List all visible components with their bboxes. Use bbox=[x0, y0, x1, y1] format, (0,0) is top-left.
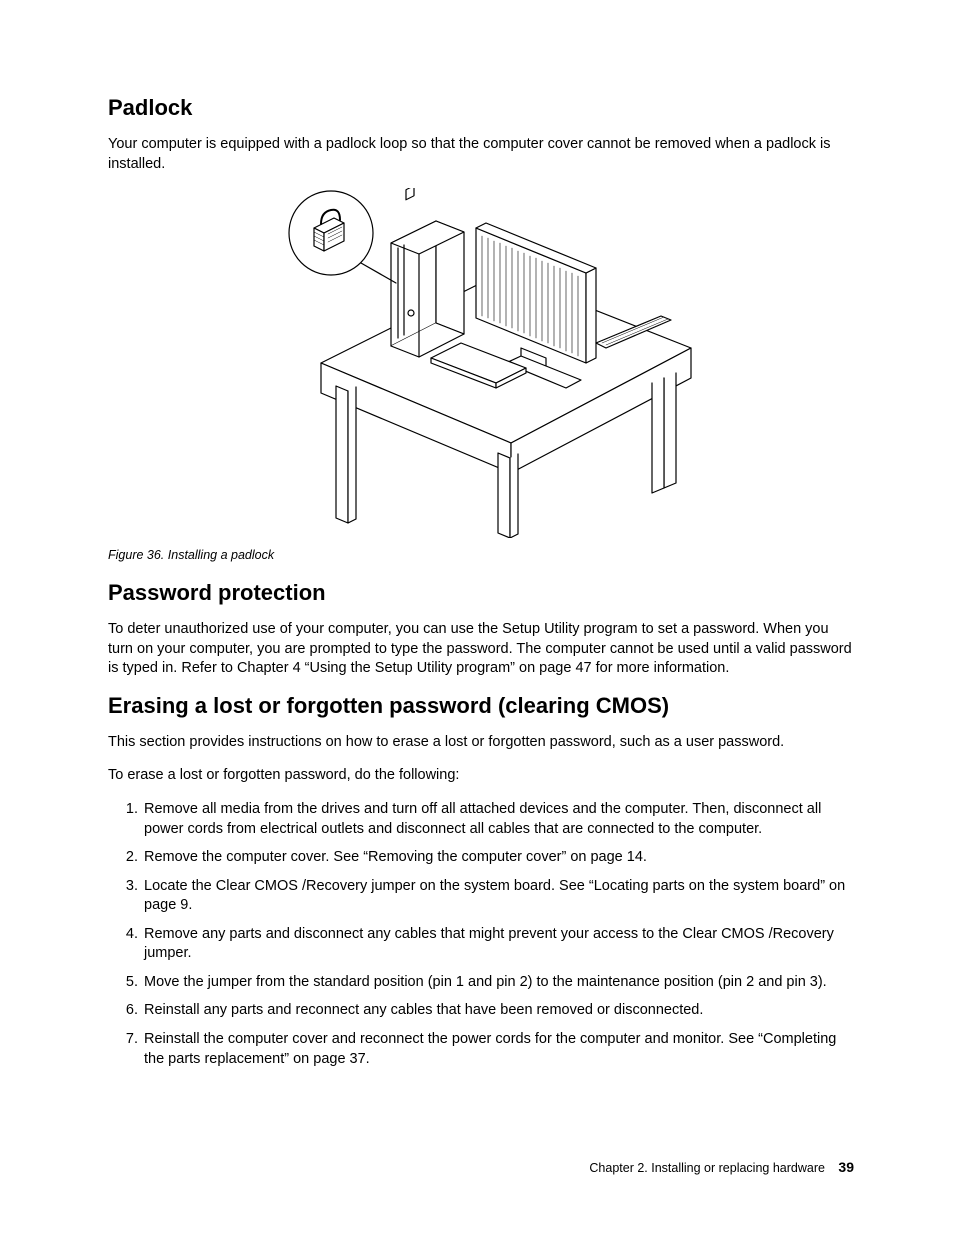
footer-page-number: 39 bbox=[838, 1159, 854, 1175]
section-title-password-protection: Password protection bbox=[108, 580, 854, 606]
steps-list: Remove all media from the drives and tur… bbox=[142, 800, 854, 1069]
step-item: Reinstall the computer cover and reconne… bbox=[142, 1030, 854, 1069]
step-item: Reinstall any parts and reconnect any ca… bbox=[142, 1001, 854, 1021]
step-item: Locate the Clear CMOS /Recovery jumper o… bbox=[142, 877, 854, 916]
paragraph-erasing-intro1: This section provides instructions on ho… bbox=[108, 733, 854, 753]
step-item: Remove all media from the drives and tur… bbox=[142, 800, 854, 839]
section-title-padlock: Padlock bbox=[108, 95, 854, 121]
footer-chapter: Chapter 2. Installing or replacing hardw… bbox=[589, 1161, 825, 1175]
step-item: Remove the computer cover. See “Removing… bbox=[142, 848, 854, 868]
section-title-erasing-password: Erasing a lost or forgotten password (cl… bbox=[108, 693, 854, 719]
figure-padlock-illustration bbox=[108, 188, 854, 538]
paragraph-erasing-intro2: To erase a lost or forgotten password, d… bbox=[108, 766, 854, 786]
figure-caption-text: Installing a padlock bbox=[168, 548, 274, 562]
figure-caption: Figure 36. Installing a padlock bbox=[108, 548, 854, 562]
step-item: Move the jumper from the standard positi… bbox=[142, 973, 854, 993]
paragraph-padlock: Your computer is equipped with a padlock… bbox=[108, 135, 854, 174]
paragraph-password-protection: To deter unauthorized use of your comput… bbox=[108, 620, 854, 679]
page-footer: Chapter 2. Installing or replacing hardw… bbox=[589, 1159, 854, 1175]
padlock-desk-svg bbox=[266, 188, 696, 538]
figure-caption-label: Figure 36. bbox=[108, 548, 164, 562]
step-item: Remove any parts and disconnect any cabl… bbox=[142, 925, 854, 964]
